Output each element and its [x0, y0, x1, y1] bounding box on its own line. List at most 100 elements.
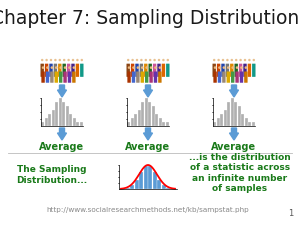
FancyBboxPatch shape	[46, 72, 49, 83]
Circle shape	[213, 59, 215, 61]
Bar	[148, 166, 152, 189]
FancyBboxPatch shape	[132, 72, 135, 83]
Circle shape	[45, 59, 48, 61]
Bar	[55, 102, 58, 126]
Circle shape	[54, 59, 57, 61]
Text: ...is the distribution
of a statistic across
an infinite number
of samples: ...is the distribution of a statistic ac…	[189, 153, 291, 193]
FancyBboxPatch shape	[153, 64, 156, 77]
Circle shape	[127, 59, 129, 61]
Bar	[73, 118, 76, 126]
Circle shape	[128, 66, 130, 69]
FancyBboxPatch shape	[239, 64, 242, 77]
FancyBboxPatch shape	[76, 64, 79, 77]
FancyArrow shape	[230, 85, 238, 97]
Circle shape	[222, 59, 224, 61]
FancyArrow shape	[143, 128, 152, 140]
Circle shape	[72, 59, 74, 61]
FancyBboxPatch shape	[67, 64, 70, 77]
Circle shape	[244, 66, 247, 69]
Circle shape	[149, 59, 152, 61]
Circle shape	[253, 59, 255, 61]
Bar	[80, 122, 82, 126]
Text: The Sampling
Distribution...: The Sampling Distribution...	[16, 165, 88, 185]
Circle shape	[141, 66, 144, 69]
Circle shape	[58, 59, 61, 61]
FancyBboxPatch shape	[136, 72, 140, 83]
Bar	[244, 118, 247, 126]
FancyBboxPatch shape	[166, 64, 170, 77]
Circle shape	[59, 66, 62, 69]
FancyBboxPatch shape	[40, 64, 44, 77]
Circle shape	[218, 66, 221, 69]
Bar	[139, 172, 143, 189]
Text: Average: Average	[125, 142, 171, 152]
Circle shape	[46, 66, 49, 69]
Circle shape	[131, 59, 134, 61]
FancyBboxPatch shape	[218, 72, 221, 83]
FancyBboxPatch shape	[154, 72, 157, 83]
FancyBboxPatch shape	[244, 72, 248, 83]
Bar	[134, 114, 137, 126]
Circle shape	[218, 59, 220, 61]
FancyBboxPatch shape	[128, 72, 131, 83]
FancyBboxPatch shape	[226, 64, 229, 77]
FancyBboxPatch shape	[252, 64, 256, 77]
Bar	[166, 122, 169, 126]
Bar	[145, 98, 148, 126]
Circle shape	[64, 66, 66, 69]
FancyBboxPatch shape	[231, 72, 234, 83]
FancyBboxPatch shape	[222, 72, 226, 83]
Circle shape	[42, 66, 44, 69]
Circle shape	[236, 66, 238, 69]
Bar	[224, 110, 226, 126]
Circle shape	[146, 66, 148, 69]
Bar	[241, 114, 244, 126]
Bar	[148, 102, 151, 126]
FancyBboxPatch shape	[226, 72, 230, 83]
Bar	[125, 188, 130, 189]
Circle shape	[51, 66, 53, 69]
FancyBboxPatch shape	[157, 64, 161, 77]
Bar	[248, 122, 251, 126]
Circle shape	[81, 59, 83, 61]
FancyBboxPatch shape	[131, 64, 134, 77]
Circle shape	[150, 66, 152, 69]
FancyBboxPatch shape	[221, 64, 225, 77]
Circle shape	[140, 59, 142, 61]
Circle shape	[158, 59, 160, 61]
FancyBboxPatch shape	[213, 72, 217, 83]
FancyBboxPatch shape	[135, 64, 139, 77]
FancyBboxPatch shape	[54, 64, 57, 77]
Bar	[143, 166, 148, 189]
FancyBboxPatch shape	[45, 64, 48, 77]
FancyArrow shape	[143, 85, 152, 97]
Circle shape	[63, 59, 65, 61]
Circle shape	[68, 66, 71, 69]
Bar	[76, 122, 79, 126]
Circle shape	[223, 66, 225, 69]
FancyBboxPatch shape	[212, 64, 216, 77]
FancyBboxPatch shape	[72, 72, 76, 83]
Circle shape	[231, 59, 233, 61]
Bar	[213, 122, 216, 126]
Circle shape	[214, 66, 216, 69]
Bar	[161, 185, 166, 189]
FancyBboxPatch shape	[235, 64, 238, 77]
FancyBboxPatch shape	[141, 72, 144, 83]
Circle shape	[41, 59, 43, 61]
Bar	[155, 114, 158, 126]
FancyBboxPatch shape	[158, 72, 162, 83]
Bar	[251, 122, 254, 126]
Circle shape	[240, 66, 243, 69]
Bar	[127, 122, 130, 126]
FancyBboxPatch shape	[50, 72, 54, 83]
FancyBboxPatch shape	[145, 72, 148, 83]
Text: http://www.socialresearchmethods.net/kb/sampstat.php: http://www.socialresearchmethods.net/kb/…	[46, 207, 249, 213]
FancyBboxPatch shape	[71, 64, 75, 77]
Circle shape	[136, 59, 138, 61]
Circle shape	[231, 66, 234, 69]
Circle shape	[153, 59, 156, 61]
Bar	[158, 118, 161, 126]
Bar	[130, 185, 134, 189]
Bar	[217, 118, 220, 126]
